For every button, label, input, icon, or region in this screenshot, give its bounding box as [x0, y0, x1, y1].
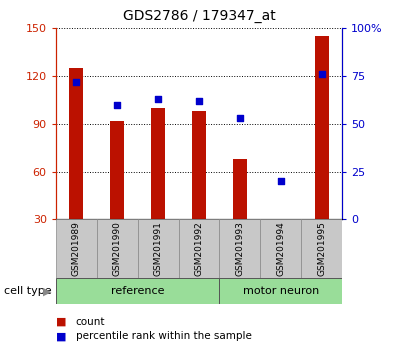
Point	[155, 96, 161, 102]
Bar	[315, 36, 329, 219]
Bar	[110, 121, 124, 219]
Point	[237, 115, 243, 121]
Bar	[233, 159, 247, 219]
Text: ■: ■	[56, 331, 70, 341]
Text: GSM201993: GSM201993	[236, 221, 244, 276]
Text: reference: reference	[111, 286, 164, 296]
Text: GDS2786 / 179347_at: GDS2786 / 179347_at	[123, 9, 275, 23]
Bar	[97, 219, 138, 278]
Bar	[192, 111, 206, 219]
Bar	[219, 219, 260, 278]
Point	[196, 98, 202, 104]
Text: ▶: ▶	[43, 286, 52, 296]
Bar	[138, 219, 179, 278]
Text: ■: ■	[56, 317, 70, 327]
Bar	[56, 278, 219, 304]
Point	[278, 178, 284, 184]
Text: GSM201991: GSM201991	[154, 221, 162, 276]
Text: motor neuron: motor neuron	[243, 286, 319, 296]
Text: GSM201994: GSM201994	[276, 221, 285, 276]
Bar	[69, 68, 83, 219]
Point	[73, 79, 79, 85]
Bar	[260, 219, 301, 278]
Point	[114, 102, 120, 108]
Text: GSM201992: GSM201992	[195, 221, 203, 276]
Bar	[301, 219, 342, 278]
Bar	[151, 108, 165, 219]
Text: percentile rank within the sample: percentile rank within the sample	[76, 331, 252, 341]
Text: GSM201990: GSM201990	[113, 221, 122, 276]
Text: count: count	[76, 317, 105, 327]
Bar	[56, 219, 97, 278]
Point	[319, 72, 325, 77]
Text: GSM201995: GSM201995	[317, 221, 326, 276]
Bar	[274, 219, 288, 221]
Text: cell type: cell type	[4, 286, 52, 296]
Bar	[179, 219, 219, 278]
Text: GSM201989: GSM201989	[72, 221, 81, 276]
Bar	[219, 278, 342, 304]
